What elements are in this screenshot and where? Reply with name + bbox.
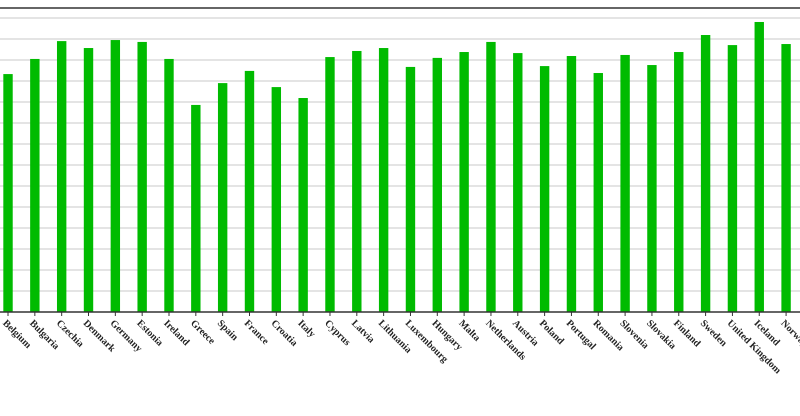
bar	[298, 98, 308, 312]
x-tick-label: Ireland	[161, 318, 191, 348]
bar	[674, 52, 684, 313]
bar	[486, 41, 496, 312]
bar	[30, 58, 40, 313]
bar	[647, 65, 657, 312]
x-tick-label: Sweden	[698, 318, 729, 349]
bar	[83, 48, 94, 312]
x-tick-label: Poland	[537, 318, 566, 347]
bar	[539, 66, 550, 312]
bar	[459, 52, 469, 313]
bar	[566, 56, 577, 313]
x-tick-label: Cyprus	[322, 318, 352, 348]
bar	[110, 40, 121, 313]
bar	[432, 57, 442, 313]
bar	[754, 21, 764, 313]
bar	[378, 48, 389, 312]
bar	[137, 41, 147, 312]
bar	[727, 45, 738, 313]
x-tick-label: Italy	[295, 318, 317, 340]
x-tick-label: Norway	[778, 318, 800, 350]
bar	[593, 73, 603, 313]
bar	[700, 35, 711, 312]
bar	[620, 54, 630, 313]
x-tick-label: Greece	[188, 318, 217, 347]
bar	[352, 50, 362, 312]
bar	[56, 41, 67, 312]
x-tick-label: Spain	[215, 318, 240, 343]
bar	[244, 70, 255, 312]
bar	[164, 58, 174, 313]
x-tick-label: Latvia	[349, 318, 376, 345]
bar	[513, 53, 523, 312]
bar	[217, 83, 228, 312]
bar	[405, 66, 416, 313]
bar	[271, 87, 282, 312]
bar	[3, 74, 13, 312]
x-tick-label: France	[242, 318, 271, 347]
bar	[781, 44, 791, 312]
bar	[191, 104, 201, 312]
x-tick-label: Croatia	[269, 318, 300, 349]
bar	[325, 57, 335, 313]
